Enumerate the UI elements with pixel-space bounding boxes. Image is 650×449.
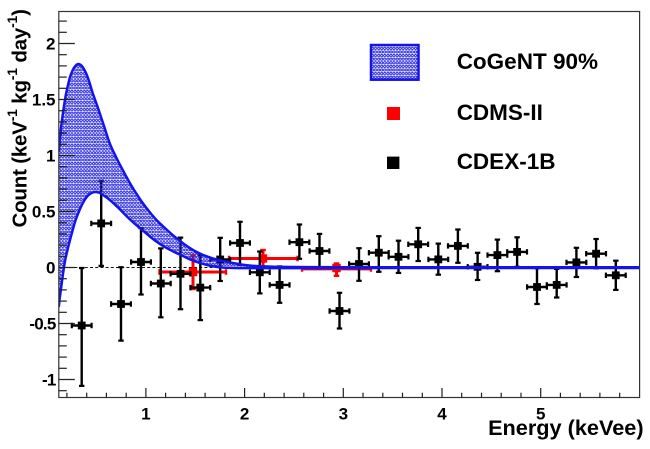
svg-text:1: 1 [46,147,55,166]
svg-text:2: 2 [46,35,55,54]
svg-text:5: 5 [536,405,545,424]
svg-text:2: 2 [240,405,249,424]
svg-text:-1: -1 [42,371,56,390]
svg-text:-0.5: -0.5 [29,315,55,334]
svg-text:1: 1 [141,405,150,424]
svg-text:CoGeNT 90%: CoGeNT 90% [457,49,598,74]
svg-text:0: 0 [46,259,55,278]
svg-text:1.5: 1.5 [32,91,56,110]
svg-text:Count (keV-1 kg-1 day-1): Count (keV-1 kg-1 day-1) [4,9,32,227]
svg-text:0.5: 0.5 [32,203,56,222]
svg-text:CDMS-II: CDMS-II [457,100,543,125]
svg-text:Energy (keVee): Energy (keVee) [488,415,644,440]
svg-text:3: 3 [339,405,348,424]
svg-text:CDEX-1B: CDEX-1B [457,149,556,174]
svg-text:4: 4 [437,405,447,424]
